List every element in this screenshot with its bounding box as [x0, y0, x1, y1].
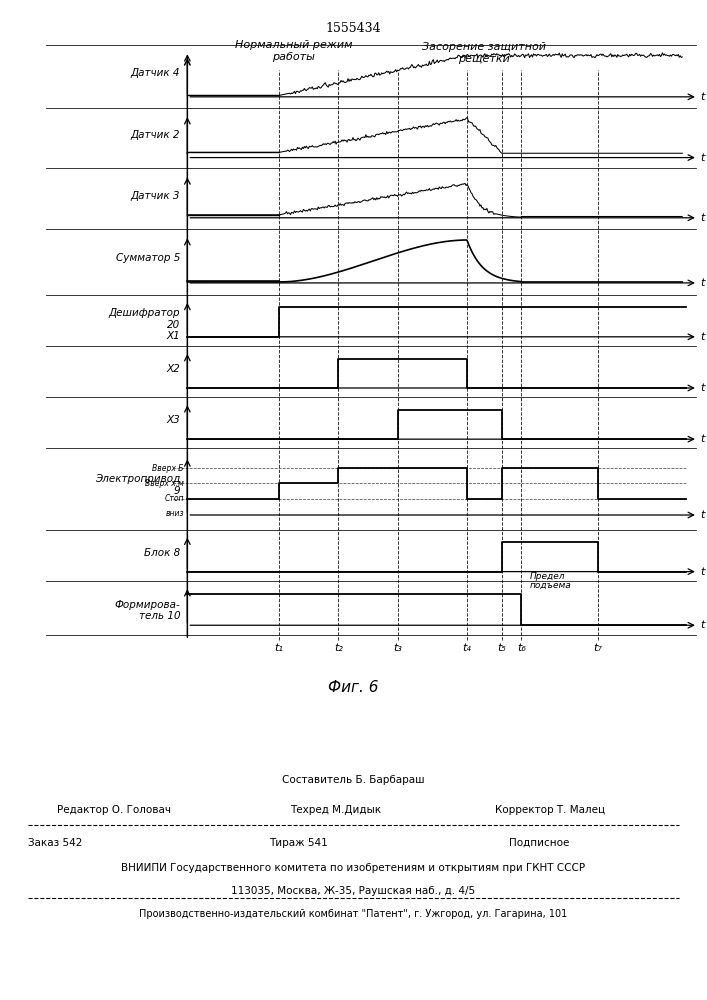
- Text: Сумматор 5: Сумматор 5: [116, 253, 180, 263]
- Text: t: t: [700, 213, 704, 223]
- Text: Тираж 541: Тираж 541: [269, 838, 327, 848]
- Text: Формирова-
тель 10: Формирова- тель 10: [115, 600, 180, 621]
- Text: t₃: t₃: [393, 643, 402, 653]
- Text: Вверх Б: Вверх Б: [152, 464, 184, 473]
- Text: Блок 8: Блок 8: [144, 548, 180, 558]
- Text: Засорение защитной
рещетки: Засорение защитной рещетки: [422, 42, 547, 64]
- Text: Производственно-издательский комбинат "Патент", г. Ужгород, ул. Гагарина, 101: Производственно-издательский комбинат "П…: [139, 909, 568, 919]
- Text: t₅: t₅: [497, 643, 506, 653]
- Text: Составитель Б. Барбараш: Составитель Б. Барбараш: [282, 775, 425, 785]
- Text: Фиг. 6: Фиг. 6: [328, 680, 379, 695]
- Text: t: t: [700, 278, 704, 288]
- Text: 113035, Москва, Ж-35, Раушская наб., д. 4/5: 113035, Москва, Ж-35, Раушская наб., д. …: [231, 886, 476, 896]
- Text: Нормальный режим
работы: Нормальный режим работы: [235, 40, 352, 62]
- Text: t₂: t₂: [334, 643, 343, 653]
- Text: Датчик 2: Датчик 2: [131, 130, 180, 140]
- Text: t: t: [700, 434, 704, 444]
- Text: t₄: t₄: [462, 643, 472, 653]
- Text: t: t: [700, 383, 704, 393]
- Text: t: t: [700, 332, 704, 342]
- Text: X2: X2: [167, 364, 180, 374]
- Text: Корректор Т. Малец: Корректор Т. Малец: [495, 805, 605, 815]
- Text: Стоп: Стоп: [164, 494, 184, 503]
- Text: t: t: [700, 620, 704, 630]
- Text: t: t: [700, 92, 704, 102]
- Text: Редактор О. Головач: Редактор О. Головач: [57, 805, 170, 815]
- Text: 1555434: 1555434: [326, 22, 381, 35]
- Text: t: t: [700, 510, 704, 520]
- Text: t₇: t₇: [594, 643, 602, 653]
- Text: Предел
подъёма: Предел подъёма: [530, 572, 572, 591]
- Text: Датчик 4: Датчик 4: [131, 68, 180, 78]
- Text: ВНИИПИ Государственного комитета по изобретениям и открытиям при ГКНТ СССР: ВНИИПИ Государственного комитета по изоб…: [122, 863, 585, 873]
- Text: t₆: t₆: [517, 643, 526, 653]
- Text: t: t: [700, 567, 704, 577]
- Text: Дешифратор
20
X1: Дешифратор 20 X1: [109, 308, 180, 341]
- Text: Подписное: Подписное: [509, 838, 569, 848]
- Text: Вверх х.м: Вверх х.м: [145, 479, 184, 488]
- Text: вниз: вниз: [165, 509, 184, 518]
- Text: t: t: [700, 153, 704, 163]
- Text: Техред М.Дидык: Техред М.Дидык: [290, 805, 381, 815]
- Text: Заказ 542: Заказ 542: [28, 838, 83, 848]
- Text: t₁: t₁: [274, 643, 284, 653]
- Text: Датчик 3: Датчик 3: [131, 190, 180, 201]
- Text: Электропривод
9: Электропривод 9: [95, 474, 180, 496]
- Text: X3: X3: [167, 415, 180, 425]
